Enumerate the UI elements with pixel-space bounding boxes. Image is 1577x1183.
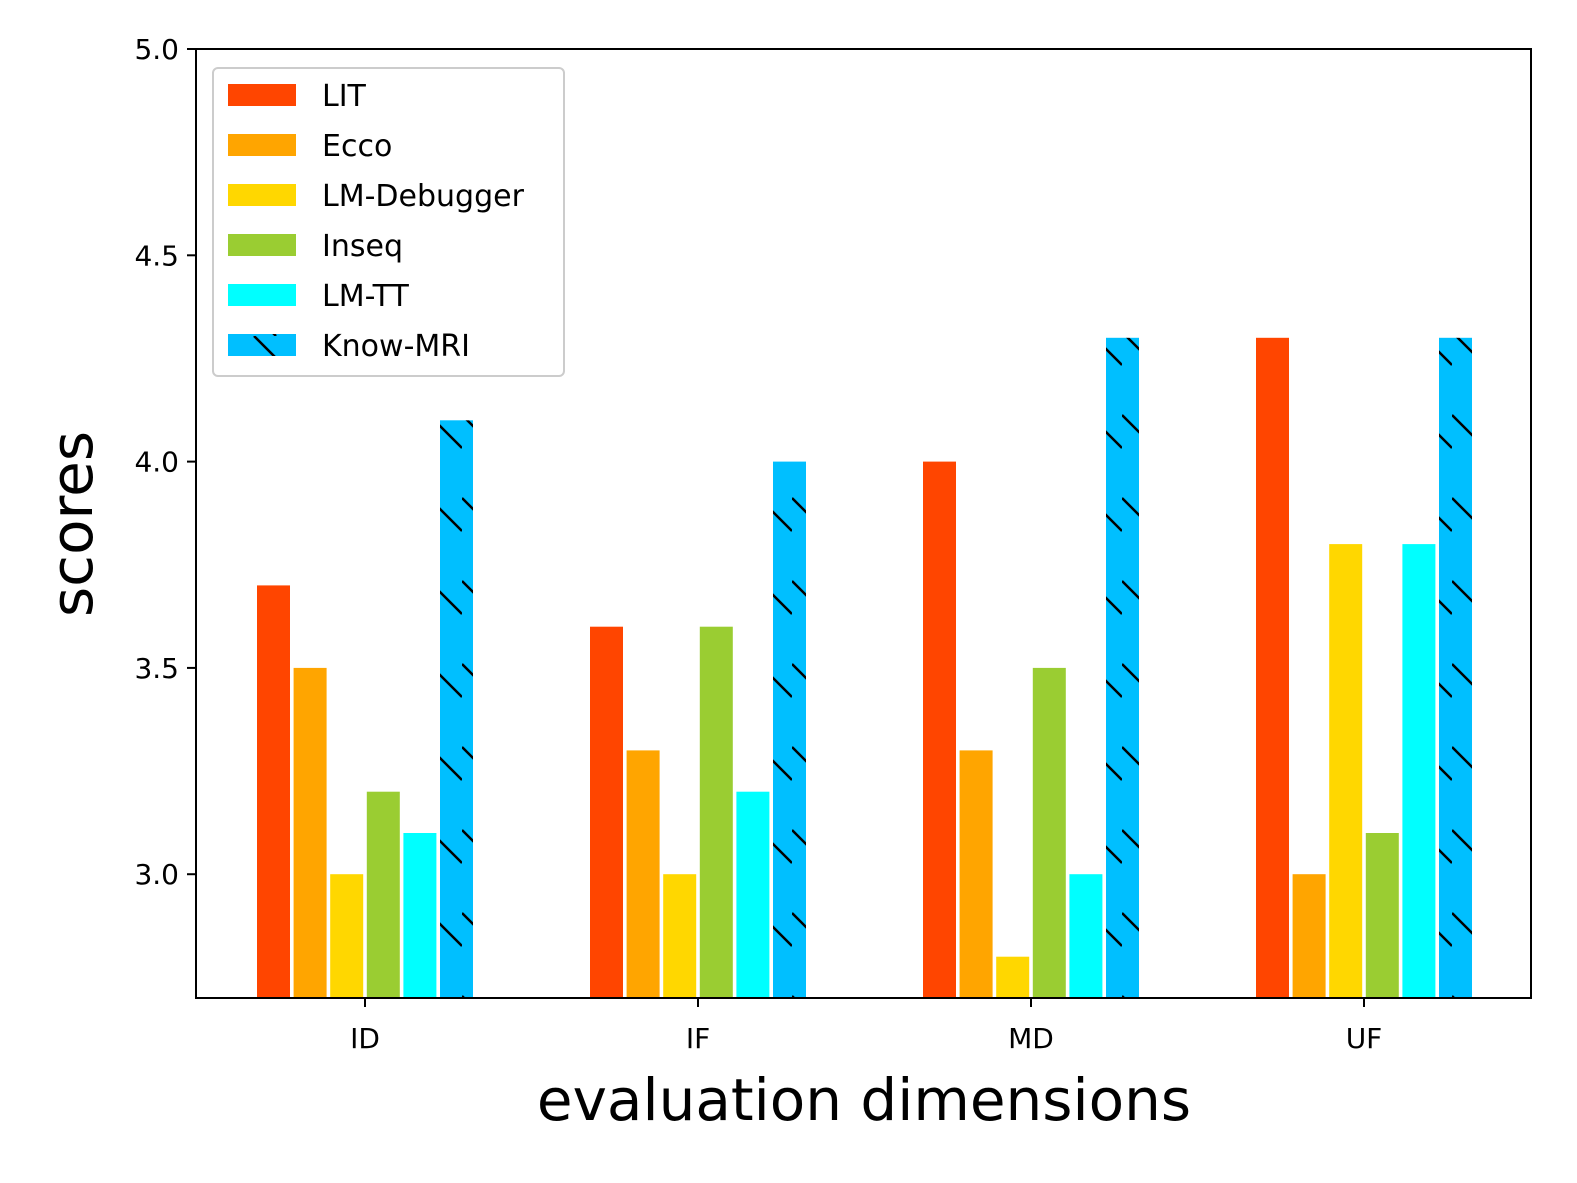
axes-layer: 3.0 3.5 4.0 4.5 5.0 ID IF MD UF bbox=[134, 33, 1532, 1055]
bar-ecco-uf bbox=[1292, 874, 1326, 998]
y-tick-label: 4.0 bbox=[134, 446, 179, 479]
x-axis-title: evaluation dimensions bbox=[537, 1066, 1191, 1134]
x-tick-label: MD bbox=[1008, 1022, 1054, 1055]
bar-lit-if bbox=[590, 626, 623, 998]
y-axis-title: scores bbox=[38, 431, 106, 617]
bar-ecco-md bbox=[959, 750, 993, 998]
legend-swatch bbox=[228, 334, 296, 356]
y-tick-label: 4.5 bbox=[134, 239, 179, 272]
legend-swatch bbox=[228, 84, 296, 106]
bar-ecco-id bbox=[293, 667, 327, 998]
legend-label: Ecco bbox=[322, 129, 392, 164]
bar-inseq-if bbox=[699, 626, 733, 998]
y-tick-label: 5.0 bbox=[134, 33, 179, 66]
x-tick-label: IF bbox=[686, 1022, 710, 1055]
bar-know-mri-if bbox=[773, 461, 806, 999]
y-tick-label: 3.0 bbox=[134, 858, 179, 891]
bar-lm-debugger-uf bbox=[1329, 544, 1363, 998]
bar-know-mri-uf bbox=[1439, 337, 1472, 998]
x-tick-label: ID bbox=[350, 1022, 380, 1055]
bar-lit-id bbox=[257, 585, 290, 998]
legend-label: LM-Debugger bbox=[322, 179, 525, 214]
bars-layer bbox=[257, 337, 1472, 999]
bar-lm-debugger-id bbox=[330, 874, 364, 998]
bar-lm-tt-id bbox=[403, 833, 437, 998]
legend: LIT Ecco LM-Debugger Inseq LM-TT Know-MRI bbox=[212, 67, 565, 377]
legend-label: LIT bbox=[322, 79, 367, 114]
legend-swatch bbox=[228, 234, 296, 256]
legend-swatch bbox=[228, 284, 296, 306]
legend-label: Know-MRI bbox=[322, 329, 470, 364]
bar-inseq-uf bbox=[1365, 833, 1399, 998]
bar-lm-tt-uf bbox=[1402, 544, 1436, 998]
legend-swatch bbox=[228, 184, 296, 206]
legend-label: Inseq bbox=[322, 229, 403, 264]
bar-lm-debugger-md bbox=[996, 956, 1030, 998]
bar-know-mri-md bbox=[1106, 337, 1139, 998]
y-tick-label: 3.5 bbox=[134, 652, 179, 685]
bar-lit-uf bbox=[1256, 337, 1289, 998]
legend-label: LM-TT bbox=[322, 279, 409, 314]
legend-swatch bbox=[228, 134, 296, 156]
bar-lit-md bbox=[923, 461, 956, 999]
plot-frame bbox=[195, 48, 1532, 999]
bar-lm-tt-if bbox=[736, 791, 770, 998]
legend-box bbox=[212, 67, 565, 377]
bar-ecco-if bbox=[626, 750, 660, 998]
x-tick-label: UF bbox=[1346, 1022, 1383, 1055]
bar-inseq-id bbox=[366, 791, 400, 998]
bar-know-mri-id bbox=[440, 420, 473, 998]
bar-lm-tt-md bbox=[1069, 874, 1103, 998]
bar-inseq-md bbox=[1032, 667, 1066, 998]
bar-lm-debugger-if bbox=[663, 874, 697, 998]
